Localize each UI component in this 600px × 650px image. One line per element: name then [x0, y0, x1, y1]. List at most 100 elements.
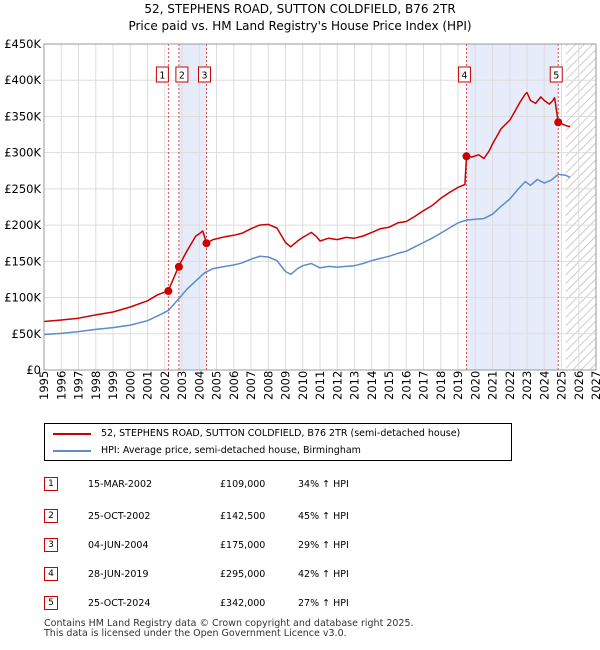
x-tick-label: 2006 — [227, 371, 241, 400]
transaction-price: £342,000 — [220, 598, 266, 609]
x-tick-label: 2027 — [589, 371, 600, 400]
legend-hpi-label: HPI: Average price, semi-detached house,… — [101, 445, 361, 456]
x-tick-label: 2007 — [244, 371, 258, 400]
x-tick-label: 2024 — [537, 371, 551, 400]
sale-point — [554, 118, 563, 127]
property-price-line — [43, 91, 571, 323]
x-tick-label: 2020 — [468, 371, 482, 400]
hpi-line — [43, 173, 571, 336]
x-tick-label: 2000 — [123, 371, 137, 400]
x-tick-label: 2013 — [348, 371, 362, 400]
x-tick-label: 1996 — [54, 371, 68, 400]
transaction-hpi-change: 29% ↑ HPI — [298, 540, 349, 551]
legend-property-label: 52, STEPHENS ROAD, SUTTON COLDFIELD, B76… — [101, 428, 461, 439]
x-tick-label: 2025 — [555, 371, 569, 400]
transaction-hpi-change: 27% ↑ HPI — [298, 598, 349, 609]
transaction-number-badge: 5 — [44, 596, 58, 610]
x-tick-label: 1998 — [89, 371, 103, 400]
shaded-range — [179, 44, 207, 370]
future-hatch — [565, 44, 596, 370]
x-tick-label: 2026 — [572, 371, 586, 400]
transaction-date: 28-JUN-2019 — [88, 569, 149, 580]
x-tick-label: 2016 — [399, 371, 413, 400]
table-row: 5 25-OCT-2024 £342,000 27% ↑ HPI — [44, 595, 444, 613]
transaction-price: £175,000 — [220, 540, 266, 551]
x-tick-label: 2009 — [279, 371, 293, 400]
y-tick-label: £300K — [4, 146, 41, 160]
table-row: 4 28-JUN-2019 £295,000 42% ↑ HPI — [44, 566, 444, 584]
transaction-number-badge: 3 — [44, 538, 58, 552]
sale-marker-label: 1 — [159, 71, 165, 82]
x-tick-label: 2011 — [313, 371, 327, 400]
y-tick-label: £50K — [12, 327, 42, 341]
x-tick-label: 2023 — [520, 371, 534, 400]
x-tick-label: 1999 — [106, 371, 120, 400]
transaction-price: £109,000 — [220, 479, 266, 490]
transaction-date: 25-OCT-2024 — [88, 598, 151, 609]
table-row: 2 25-OCT-2002 £142,500 45% ↑ HPI — [44, 508, 444, 526]
y-tick-label: £450K — [4, 37, 41, 51]
x-tick-label: 2022 — [503, 371, 517, 400]
sale-point — [202, 239, 211, 248]
transaction-hpi-change: 42% ↑ HPI — [298, 569, 349, 580]
sale-marker-box — [549, 66, 563, 83]
table-row: 3 04-JUN-2004 £175,000 29% ↑ HPI — [44, 537, 444, 555]
sale-marker-box — [457, 66, 471, 83]
x-tick-label: 2002 — [158, 371, 172, 400]
price-chart: 1 2 3 4 5 £0 £50K £100K £150K £200K £250K £300K £350… — [4, 37, 600, 400]
x-tick-label: 1997 — [72, 371, 86, 400]
legend: 52, STEPHENS ROAD, SUTTON COLDFIELD, B76… — [44, 423, 512, 461]
sale-marker-label: 4 — [461, 71, 467, 82]
transaction-date: 04-JUN-2004 — [88, 540, 149, 551]
legend-item-hpi: HPI: Average price, semi-detached house,… — [53, 443, 361, 459]
footer: Contains HM Land Registry data © Crown c… — [44, 619, 414, 639]
x-tick-label: 1995 — [37, 371, 51, 400]
sale-point — [164, 287, 173, 296]
sale-marker-label: 2 — [179, 71, 185, 82]
footer-copyright: Contains HM Land Registry data © Crown c… — [44, 618, 414, 629]
x-tick-label: 2008 — [261, 371, 275, 400]
x-tick-label: 2019 — [451, 371, 465, 400]
sale-marker-label: 5 — [553, 71, 559, 82]
footer-license: This data is licensed under the Open Gov… — [44, 628, 347, 639]
y-tick-label: £150K — [4, 254, 41, 268]
x-tick-label: 2003 — [175, 371, 189, 400]
sale-marker-box — [197, 66, 211, 83]
y-tick-label: £400K — [4, 73, 41, 87]
y-tick-label: £350K — [4, 109, 41, 123]
sale-point — [462, 152, 471, 161]
legend-item-property: 52, STEPHENS ROAD, SUTTON COLDFIELD, B76… — [53, 426, 460, 442]
transaction-number-badge: 1 — [44, 477, 58, 491]
x-tick-label: 2018 — [434, 371, 448, 400]
sale-point — [174, 262, 183, 271]
x-tick-label: 2010 — [296, 371, 310, 400]
transaction-price: £295,000 — [220, 569, 266, 580]
x-tick-label: 2017 — [417, 371, 431, 400]
transaction-hpi-change: 45% ↑ HPI — [298, 511, 349, 522]
table-row: 1 15-MAR-2002 £109,000 34% ↑ HPI — [44, 476, 444, 494]
transaction-price: £142,500 — [220, 511, 266, 522]
y-tick-label: £0 — [26, 363, 41, 377]
x-tick-label: 2001 — [141, 371, 155, 400]
transaction-number-badge: 2 — [44, 509, 58, 523]
x-tick-label: 2015 — [382, 371, 396, 400]
transaction-date: 15-MAR-2002 — [88, 479, 153, 490]
x-tick-label: 2012 — [330, 371, 344, 400]
x-tick-label: 2021 — [486, 371, 500, 400]
legend-property-swatch — [53, 432, 91, 435]
sale-marker-box — [155, 66, 169, 83]
legend-hpi-swatch — [53, 449, 91, 452]
x-tick-label: 2014 — [365, 371, 379, 400]
plot-frame — [43, 43, 597, 371]
sale-marker-label: 3 — [201, 71, 207, 82]
transaction-hpi-change: 34% ↑ HPI — [298, 479, 349, 490]
y-tick-label: £200K — [4, 218, 41, 232]
x-tick-label: 2005 — [210, 371, 224, 400]
y-tick-label: £100K — [4, 291, 41, 305]
sale-marker-box — [175, 66, 189, 83]
transaction-number-badge: 4 — [44, 567, 58, 581]
chart-title: 52, STEPHENS ROAD, SUTTON COLDFIELD, B76… — [0, 1, 600, 35]
y-tick-label: £250K — [4, 182, 41, 196]
x-tick-label: 2004 — [192, 371, 206, 400]
transaction-date: 25-OCT-2002 — [88, 511, 151, 522]
